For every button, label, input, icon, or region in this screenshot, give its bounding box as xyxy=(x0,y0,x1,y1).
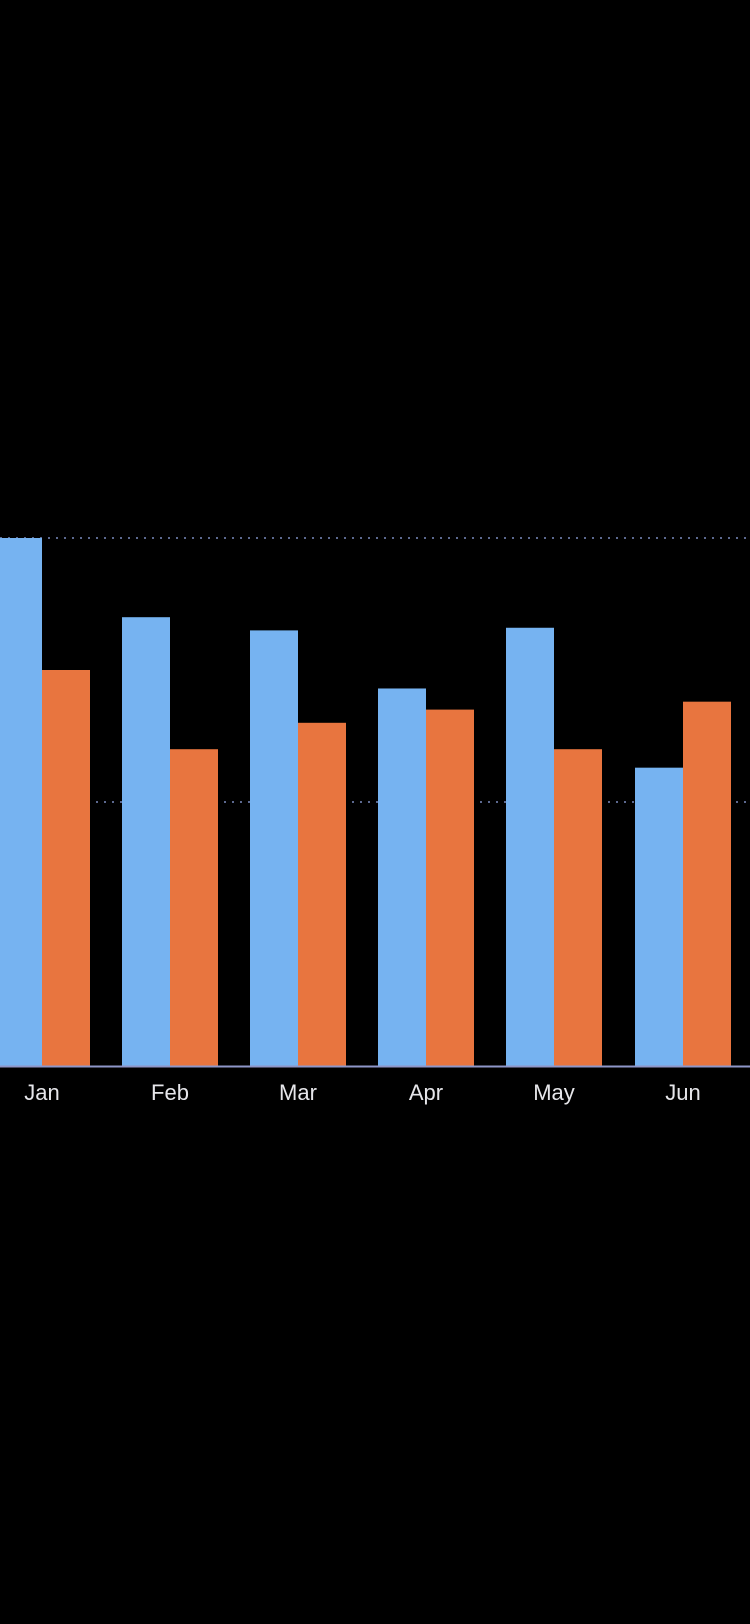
bar-jan-series-1 xyxy=(0,538,42,1066)
x-tick-label-jan: Jan xyxy=(24,1080,59,1105)
x-tick-label-apr: Apr xyxy=(409,1080,443,1105)
bar-may-series-1 xyxy=(506,627,554,1066)
bar-may-series-2 xyxy=(554,749,602,1066)
x-axis-tick-labels: Jan Feb Mar Apr May Jun xyxy=(24,1080,700,1105)
x-tick-label-feb: Feb xyxy=(151,1080,189,1105)
gridlines xyxy=(0,537,750,803)
bar-feb-series-1 xyxy=(122,617,170,1066)
bar-jun-series-2 xyxy=(683,701,731,1066)
bar-feb-series-2 xyxy=(170,749,218,1066)
bar-jun-series-1 xyxy=(635,767,683,1066)
bar-mar-series-2 xyxy=(298,722,346,1066)
bar-jan-series-2 xyxy=(42,670,90,1066)
x-tick-label-jun: Jun xyxy=(665,1080,700,1105)
x-tick-label-mar: Mar xyxy=(279,1080,317,1105)
x-tick-label-may: May xyxy=(533,1080,575,1105)
bar-apr-series-2 xyxy=(426,709,474,1066)
bars xyxy=(0,538,731,1066)
bar-mar-series-1 xyxy=(250,630,298,1066)
bar-apr-series-1 xyxy=(378,688,426,1066)
